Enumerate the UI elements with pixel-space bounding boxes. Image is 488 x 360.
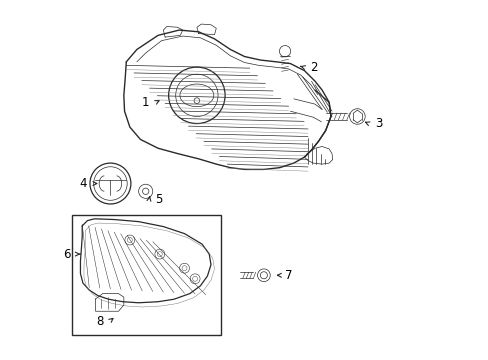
- Text: 5: 5: [155, 193, 163, 206]
- Text: 7: 7: [285, 269, 292, 282]
- Text: 4: 4: [79, 177, 86, 190]
- Text: 8: 8: [96, 315, 103, 328]
- Text: 1: 1: [142, 96, 149, 109]
- Text: 2: 2: [309, 60, 317, 73]
- Bar: [72, 215, 220, 335]
- Text: 3: 3: [374, 117, 382, 130]
- Text: 6: 6: [63, 248, 71, 261]
